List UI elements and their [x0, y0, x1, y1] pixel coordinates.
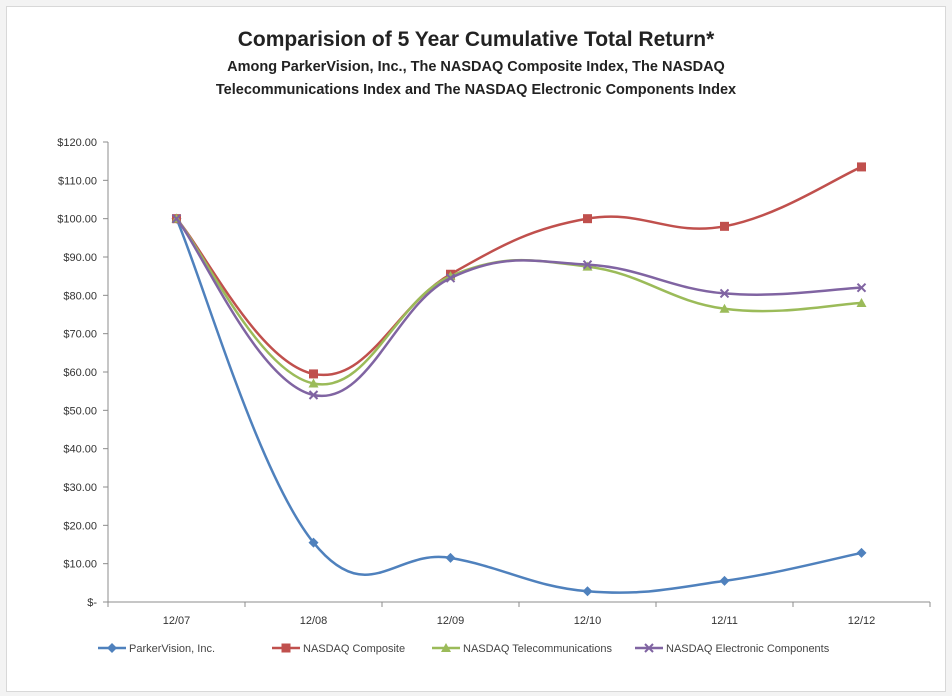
legend-label: NASDAQ Composite — [303, 643, 405, 655]
data-point — [308, 378, 319, 388]
y-tick-label: $110.00 — [58, 175, 97, 187]
y-tick-label: $50.00 — [63, 405, 97, 417]
legend-item: NASDAQ Composite — [272, 643, 405, 655]
marker-stroke — [582, 259, 593, 270]
chart-series-lines — [171, 162, 867, 597]
x-tick-label: 12/12 — [848, 615, 876, 627]
series-1 — [172, 162, 866, 379]
legend-item: NASDAQ Telecommunications — [432, 643, 612, 655]
y-tick-label: $30.00 — [63, 482, 97, 494]
legend-item: ParkerVision, Inc. — [98, 643, 215, 655]
legend-marker — [107, 643, 117, 653]
legend-marker — [281, 643, 291, 653]
series-line — [175, 217, 862, 386]
y-tick-label: $10.00 — [63, 559, 97, 571]
series-line — [175, 217, 862, 398]
legend-label: ParkerVision, Inc. — [129, 643, 215, 655]
x-tick-label: 12/10 — [574, 615, 602, 627]
data-point — [719, 288, 730, 299]
marker-stroke — [856, 282, 867, 293]
chart-subtitle: Among ParkerVision, Inc., The NASDAQ Com… — [0, 56, 952, 102]
chart-axes: $120.00 $110.00 $100.00 $90.00 $80.00 $70.00 $… — [57, 137, 931, 627]
data-point — [719, 575, 730, 586]
legend-marker — [441, 643, 451, 652]
series-0 — [171, 213, 867, 597]
y-tick-label: $120.00 — [57, 137, 97, 149]
y-tick-label: $20.00 — [63, 520, 97, 532]
series-line — [175, 165, 862, 377]
data-point — [308, 537, 319, 548]
legend-item: NASDAQ Electronic Components — [635, 643, 830, 655]
marker-stroke — [719, 288, 730, 299]
y-tick-label: $70.00 — [63, 329, 97, 341]
marker-stroke — [644, 643, 654, 653]
data-point — [719, 303, 730, 313]
chart-subtitle-line-1: Among ParkerVision, Inc., The NASDAQ Com… — [227, 59, 725, 75]
data-point — [445, 273, 456, 283]
data-point — [856, 282, 867, 293]
x-tick-label: 12/07 — [163, 615, 191, 627]
data-point — [583, 214, 592, 224]
chart-frame — [6, 6, 946, 692]
data-point — [582, 586, 593, 597]
x-tick-label: 12/11 — [711, 615, 738, 627]
legend-marker — [644, 643, 654, 653]
marker-stroke — [308, 390, 319, 400]
y-tick-label: $90.00 — [63, 252, 97, 264]
data-point — [445, 552, 456, 563]
series-line — [175, 218, 862, 594]
x-tick-label: 12/08 — [300, 615, 328, 627]
y-tick-label: $100.00 — [57, 214, 97, 226]
y-tick-label: $40.00 — [63, 444, 97, 456]
legend-label: NASDAQ Telecommunications — [463, 643, 612, 655]
y-tick-label: $80.00 — [63, 290, 97, 302]
x-tick-label: 12/09 — [437, 615, 465, 627]
chart-titles: Comparision of 5 Year Cumulative Total R… — [0, 28, 952, 102]
data-point — [857, 162, 866, 172]
data-point — [582, 259, 593, 270]
data-point — [720, 221, 729, 231]
data-point — [309, 369, 318, 379]
series-3 — [171, 213, 867, 400]
y-tick-label: $- — [87, 597, 97, 609]
data-point — [856, 547, 867, 558]
marker-stroke — [171, 213, 182, 224]
chart-subtitle-line-2: Telecommunications Index and The NASDAQ … — [215, 82, 737, 98]
y-tick-label: $60.00 — [63, 367, 97, 379]
legend-label: NASDAQ Electronic Components — [666, 643, 830, 655]
data-point — [856, 298, 867, 307]
marker-stroke — [445, 273, 456, 283]
data-point — [308, 390, 319, 400]
data-point — [171, 213, 182, 224]
chart-legend: ParkerVision, Inc. NASDAQ Composite NASDAQ… — [98, 643, 830, 655]
chart-title: Comparision of 5 Year Cumulative Total R… — [237, 28, 715, 51]
